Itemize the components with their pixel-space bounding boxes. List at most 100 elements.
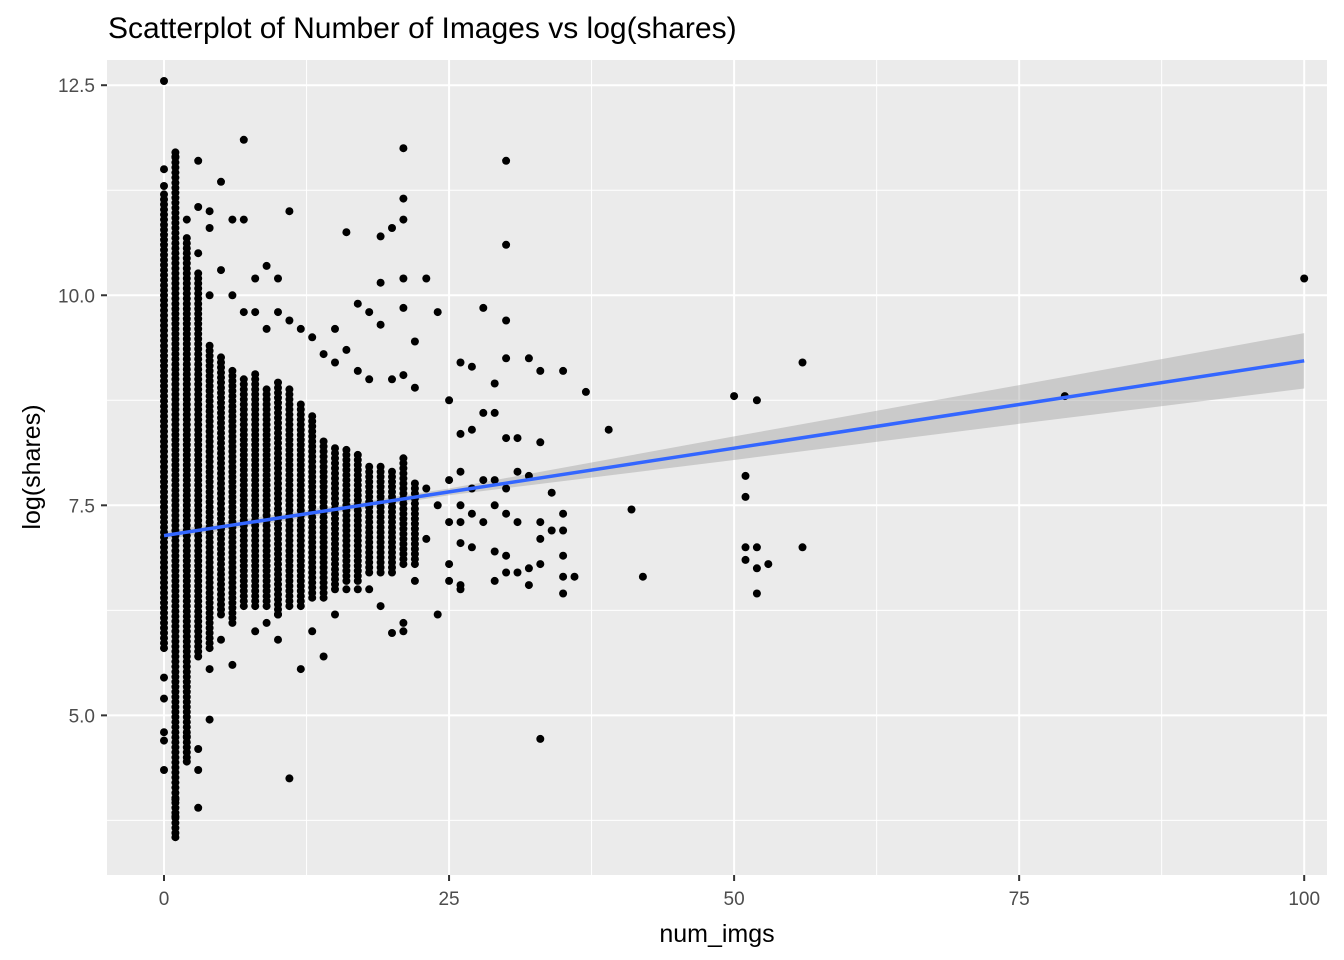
data-point bbox=[388, 467, 396, 476]
y-tick-label: 10.0 bbox=[58, 286, 95, 307]
data-point bbox=[536, 560, 545, 569]
data-point bbox=[547, 526, 556, 535]
data-point bbox=[182, 215, 191, 224]
data-point bbox=[752, 589, 761, 598]
data-point bbox=[524, 581, 533, 590]
data-point bbox=[285, 207, 294, 216]
data-point bbox=[490, 501, 499, 510]
data-point bbox=[388, 375, 396, 384]
data-point bbox=[741, 471, 750, 480]
data-point bbox=[376, 462, 385, 471]
data-point bbox=[353, 585, 362, 594]
data-point bbox=[547, 488, 556, 497]
data-point bbox=[456, 358, 465, 367]
data-point bbox=[217, 353, 225, 362]
data-point bbox=[274, 378, 282, 387]
data-point bbox=[262, 324, 271, 333]
data-point bbox=[342, 445, 351, 454]
data-point bbox=[296, 400, 305, 409]
data-point bbox=[456, 585, 465, 594]
data-point bbox=[399, 303, 408, 312]
data-point bbox=[467, 509, 476, 518]
data-point bbox=[798, 358, 807, 367]
data-point bbox=[410, 479, 419, 488]
data-point bbox=[228, 366, 237, 375]
data-point bbox=[410, 383, 419, 392]
data-point bbox=[205, 341, 214, 350]
data-point bbox=[502, 434, 511, 443]
data-point bbox=[160, 190, 168, 199]
data-point bbox=[741, 492, 750, 501]
points-layer bbox=[160, 77, 1309, 842]
x-tick-label: 75 bbox=[1009, 889, 1030, 910]
data-point bbox=[752, 396, 761, 405]
x-tick-label: 25 bbox=[438, 889, 459, 910]
data-point bbox=[536, 438, 545, 447]
y-axis: 5.0 7.5 10.0 12.5 bbox=[58, 76, 107, 727]
data-point bbox=[205, 665, 214, 674]
data-point bbox=[502, 354, 511, 363]
data-point bbox=[376, 232, 385, 241]
data-point bbox=[456, 518, 465, 527]
data-point bbox=[467, 543, 476, 552]
data-point bbox=[376, 278, 385, 287]
y-tick-label: 5.0 bbox=[69, 706, 95, 727]
data-point bbox=[194, 156, 203, 165]
data-point bbox=[274, 635, 282, 644]
data-point bbox=[399, 627, 408, 636]
data-point bbox=[502, 240, 511, 249]
data-point bbox=[365, 375, 374, 384]
data-point bbox=[502, 316, 511, 325]
confidence-ribbon-layer bbox=[164, 333, 1305, 540]
data-point bbox=[182, 757, 191, 766]
x-axis: 0 25 50 75 100 bbox=[159, 875, 1320, 910]
data-point bbox=[1300, 274, 1309, 283]
data-point bbox=[536, 518, 545, 527]
data-point bbox=[194, 745, 203, 753]
data-point bbox=[536, 534, 545, 543]
data-point bbox=[285, 774, 294, 783]
data-point bbox=[570, 572, 579, 581]
data-point bbox=[445, 560, 454, 569]
data-point bbox=[399, 274, 408, 283]
data-point bbox=[319, 350, 328, 359]
data-point bbox=[479, 518, 488, 527]
data-point bbox=[160, 694, 168, 703]
y-tick-label: 12.5 bbox=[58, 76, 95, 97]
data-point bbox=[490, 379, 499, 388]
data-point bbox=[205, 207, 214, 216]
data-point bbox=[376, 602, 385, 611]
data-point bbox=[502, 509, 511, 518]
data-point bbox=[205, 224, 214, 232]
data-point bbox=[536, 734, 545, 743]
data-point bbox=[456, 429, 465, 438]
data-point bbox=[559, 526, 568, 535]
data-point bbox=[331, 324, 339, 333]
data-point bbox=[251, 308, 260, 317]
data-point bbox=[262, 385, 271, 394]
y-axis-title: log(shares) bbox=[18, 404, 46, 529]
data-point bbox=[205, 291, 214, 300]
data-point bbox=[296, 324, 305, 333]
data-point bbox=[730, 392, 739, 401]
data-point bbox=[559, 589, 568, 598]
data-point bbox=[376, 320, 385, 329]
data-point bbox=[160, 77, 168, 85]
data-point bbox=[467, 362, 476, 371]
data-point bbox=[502, 568, 511, 577]
grid-minor bbox=[107, 60, 1327, 875]
data-point bbox=[160, 673, 168, 682]
data-point bbox=[160, 182, 168, 190]
data-point bbox=[285, 316, 294, 325]
data-point bbox=[171, 152, 180, 161]
data-point bbox=[331, 358, 339, 367]
data-point bbox=[342, 345, 351, 354]
data-point bbox=[342, 228, 351, 237]
data-point bbox=[490, 408, 499, 417]
data-point bbox=[239, 308, 248, 317]
data-point bbox=[638, 572, 647, 581]
data-point bbox=[251, 370, 260, 379]
data-point bbox=[479, 303, 488, 312]
data-point bbox=[399, 454, 408, 463]
